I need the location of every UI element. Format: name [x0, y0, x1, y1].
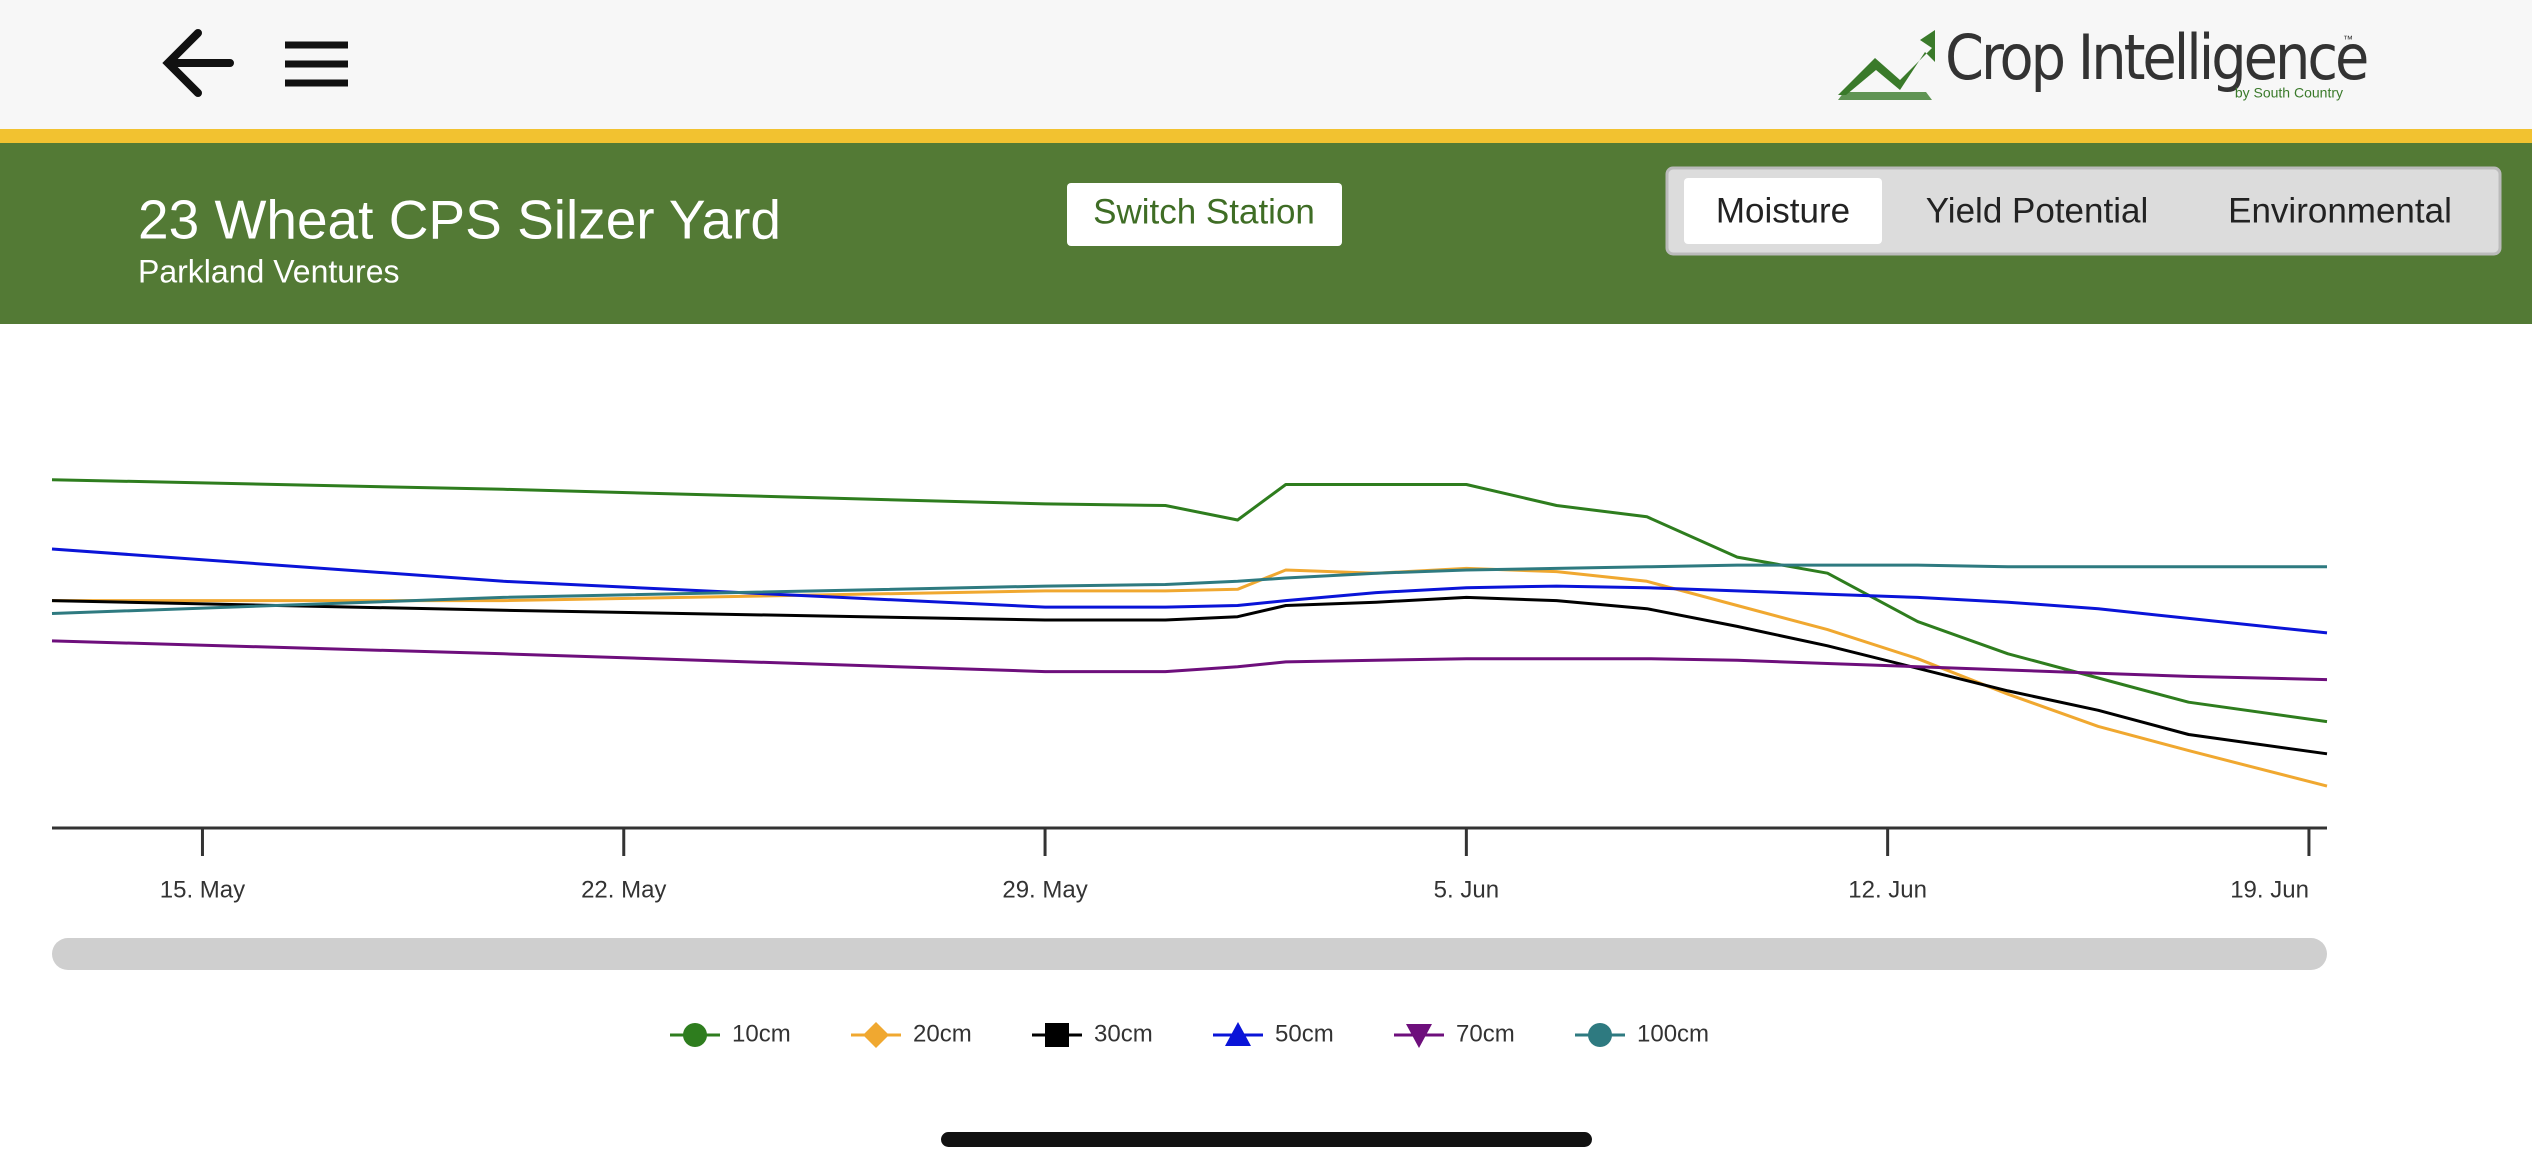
series-line — [51, 639, 2328, 682]
tabs: Moisture Yield Potential Environmental — [1684, 178, 2452, 244]
legend-label[interactable]: 10cm — [732, 1020, 791, 1047]
home-indicator — [941, 1132, 1592, 1147]
station-subtitle: Parkland Ventures — [138, 253, 400, 289]
legend-label[interactable]: 100cm — [1637, 1020, 1709, 1047]
logo-text: Crop Intelligence — [1945, 21, 2367, 94]
scrollbar[interactable] — [52, 938, 2327, 970]
menu-button[interactable] — [285, 41, 348, 87]
top-bar — [0, 0, 2532, 129]
station-title: 23 Wheat CPS Silzer Yard — [138, 189, 781, 251]
series-line — [51, 547, 2328, 635]
x-tick-label: 12. Jun — [1848, 876, 1927, 903]
x-tick-label: 19. Jun — [2230, 876, 2309, 903]
stripe — [0, 129, 2532, 143]
tab-label[interactable]: Environmental — [2228, 191, 2452, 230]
x-tick-label: 5. Jun — [1434, 876, 1499, 903]
legend-label[interactable]: 20cm — [913, 1020, 972, 1047]
tab-label[interactable]: Yield Potential — [1926, 191, 2148, 230]
legend-marker — [1588, 1023, 1612, 1047]
x-tick-label: 15. May — [160, 876, 245, 903]
legend-label[interactable]: 30cm — [1094, 1020, 1153, 1047]
legend-label[interactable]: 70cm — [1456, 1020, 1515, 1047]
legend-label[interactable]: 50cm — [1275, 1020, 1334, 1047]
tab-active[interactable] — [1684, 178, 1882, 244]
switch-button-label[interactable]: Switch Station — [1093, 192, 1315, 231]
series-line — [51, 478, 2328, 724]
logo-tagline: by South Country — [2235, 85, 2343, 101]
legend-marker — [683, 1023, 707, 1047]
series-line — [52, 566, 2328, 788]
series-line — [51, 595, 2328, 756]
chart: 15. May 22. May 29. May 5. Jun 12. Jun 19. Ju… — [51, 478, 2328, 1048]
switch-button[interactable] — [1067, 183, 1342, 246]
legend-marker — [863, 1022, 889, 1048]
series-line — [51, 563, 2327, 615]
legend-marker — [1225, 1022, 1251, 1046]
back-button[interactable] — [162, 29, 234, 97]
legend-marker — [1406, 1024, 1432, 1048]
logo-trademark: ™ — [2343, 35, 2353, 46]
legend-marker — [1045, 1023, 1069, 1047]
logo-icon — [1838, 30, 1935, 100]
tab-label[interactable]: Moisture — [1716, 191, 1850, 230]
x-tick-label: 22. May — [581, 876, 666, 903]
x-tick-label: 29. May — [1002, 876, 1087, 903]
